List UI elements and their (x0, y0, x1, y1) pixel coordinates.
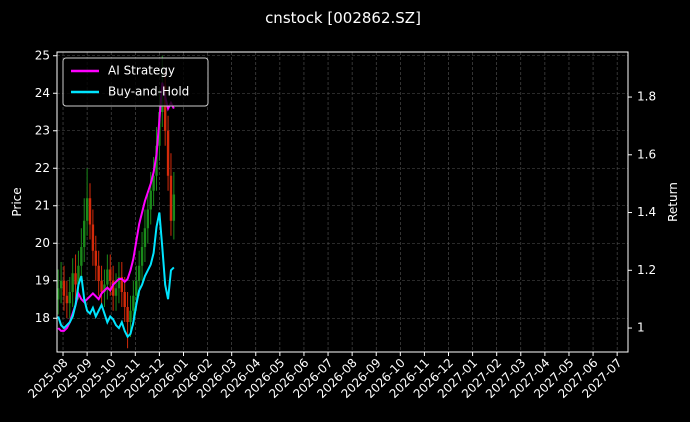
y-tick-label: 23 (35, 123, 50, 137)
candle-body (62, 280, 66, 296)
candle-body (106, 269, 109, 285)
y2-tick-label: 1 (637, 321, 645, 335)
candle-body (77, 265, 80, 285)
candle-body (94, 250, 97, 266)
y-tick-label: 19 (35, 273, 50, 287)
candle-body (132, 295, 135, 311)
candle-body (85, 198, 89, 221)
chart-title: cnstock [002862.SZ] (265, 9, 421, 27)
y-tick-label: 18 (35, 311, 50, 325)
candle-body (71, 273, 74, 292)
candle-body (103, 284, 106, 292)
candle-body (80, 247, 83, 266)
candle-body (152, 175, 155, 191)
candle-body (57, 288, 60, 300)
candle-body (88, 198, 92, 225)
y-axis-label: Price (10, 187, 24, 216)
y2-tick-label: 1.8 (637, 90, 656, 104)
candle-body (111, 280, 115, 296)
candle-body (163, 85, 167, 131)
y2-tick-label: 1.2 (637, 263, 656, 277)
candle-body (91, 224, 95, 251)
line-series (57, 212, 175, 339)
y2-axis-label: Return (666, 182, 680, 222)
y2-tick-label: 1.6 (637, 147, 656, 161)
y-tick-label: 25 (35, 48, 50, 62)
candle-body (137, 265, 141, 281)
candle-body (146, 209, 150, 229)
legend-label: AI Strategy (108, 64, 175, 78)
candle-body (97, 265, 100, 281)
plot-frame (56, 51, 629, 353)
legend-box (62, 57, 209, 107)
candle-body (74, 273, 77, 285)
candle-body (114, 288, 118, 296)
candle-body (68, 292, 71, 304)
candle-body (117, 277, 121, 289)
candle-body (172, 194, 176, 221)
candle-body (59, 280, 63, 289)
candle-body (140, 247, 144, 266)
candle-body (166, 130, 170, 176)
candle-body (83, 220, 86, 247)
candle-body (135, 280, 138, 296)
legend-label: Buy-and-Hold (108, 85, 189, 99)
y2-tick-label: 1.4 (637, 205, 656, 219)
candle-body (126, 307, 129, 322)
candle-body (120, 277, 124, 292)
candle-body (100, 280, 103, 292)
candle-body (143, 228, 147, 247)
candle-body (129, 310, 132, 322)
candle-body (109, 269, 112, 281)
y-tick-label: 22 (35, 161, 50, 175)
y-tick-label: 24 (35, 86, 50, 100)
candle-body (123, 292, 126, 307)
candle-body (169, 175, 173, 221)
y-tick-label: 20 (35, 236, 50, 250)
candle-body (65, 295, 69, 304)
candle-body (149, 190, 152, 210)
y-tick-label: 21 (35, 198, 50, 212)
